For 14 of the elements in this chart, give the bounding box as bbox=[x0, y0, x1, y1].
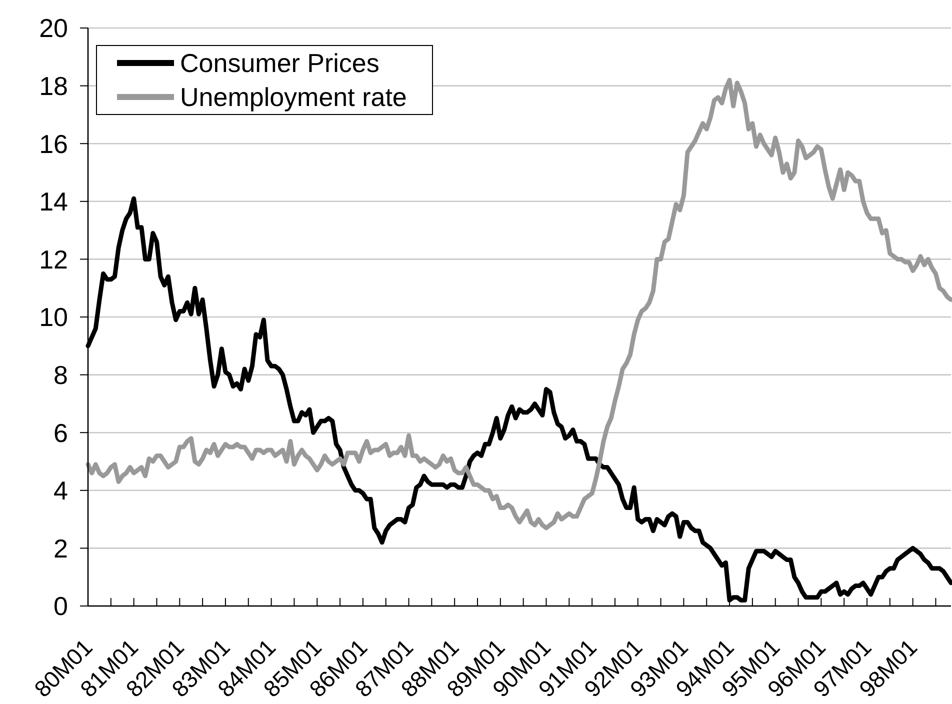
y-tick-label: 8 bbox=[54, 360, 68, 390]
y-tick-label: 20 bbox=[39, 13, 68, 44]
legend-label: Unemployment rate bbox=[180, 81, 407, 114]
line-series bbox=[86, 78, 952, 530]
y-tick-label: 10 bbox=[39, 302, 68, 332]
y-tick-label: 4 bbox=[54, 476, 68, 506]
legend-label: Consumer Prices bbox=[180, 47, 380, 80]
y-tick-label: 0 bbox=[54, 591, 68, 622]
y-tick-label: 14 bbox=[39, 186, 68, 217]
y-tick-label: 12 bbox=[39, 244, 68, 274]
y-tick-label: 18 bbox=[39, 71, 68, 102]
y-tick-label: 16 bbox=[39, 128, 68, 159]
y-tick-label: 2 bbox=[54, 533, 68, 564]
y-tick-label: 6 bbox=[54, 418, 68, 448]
